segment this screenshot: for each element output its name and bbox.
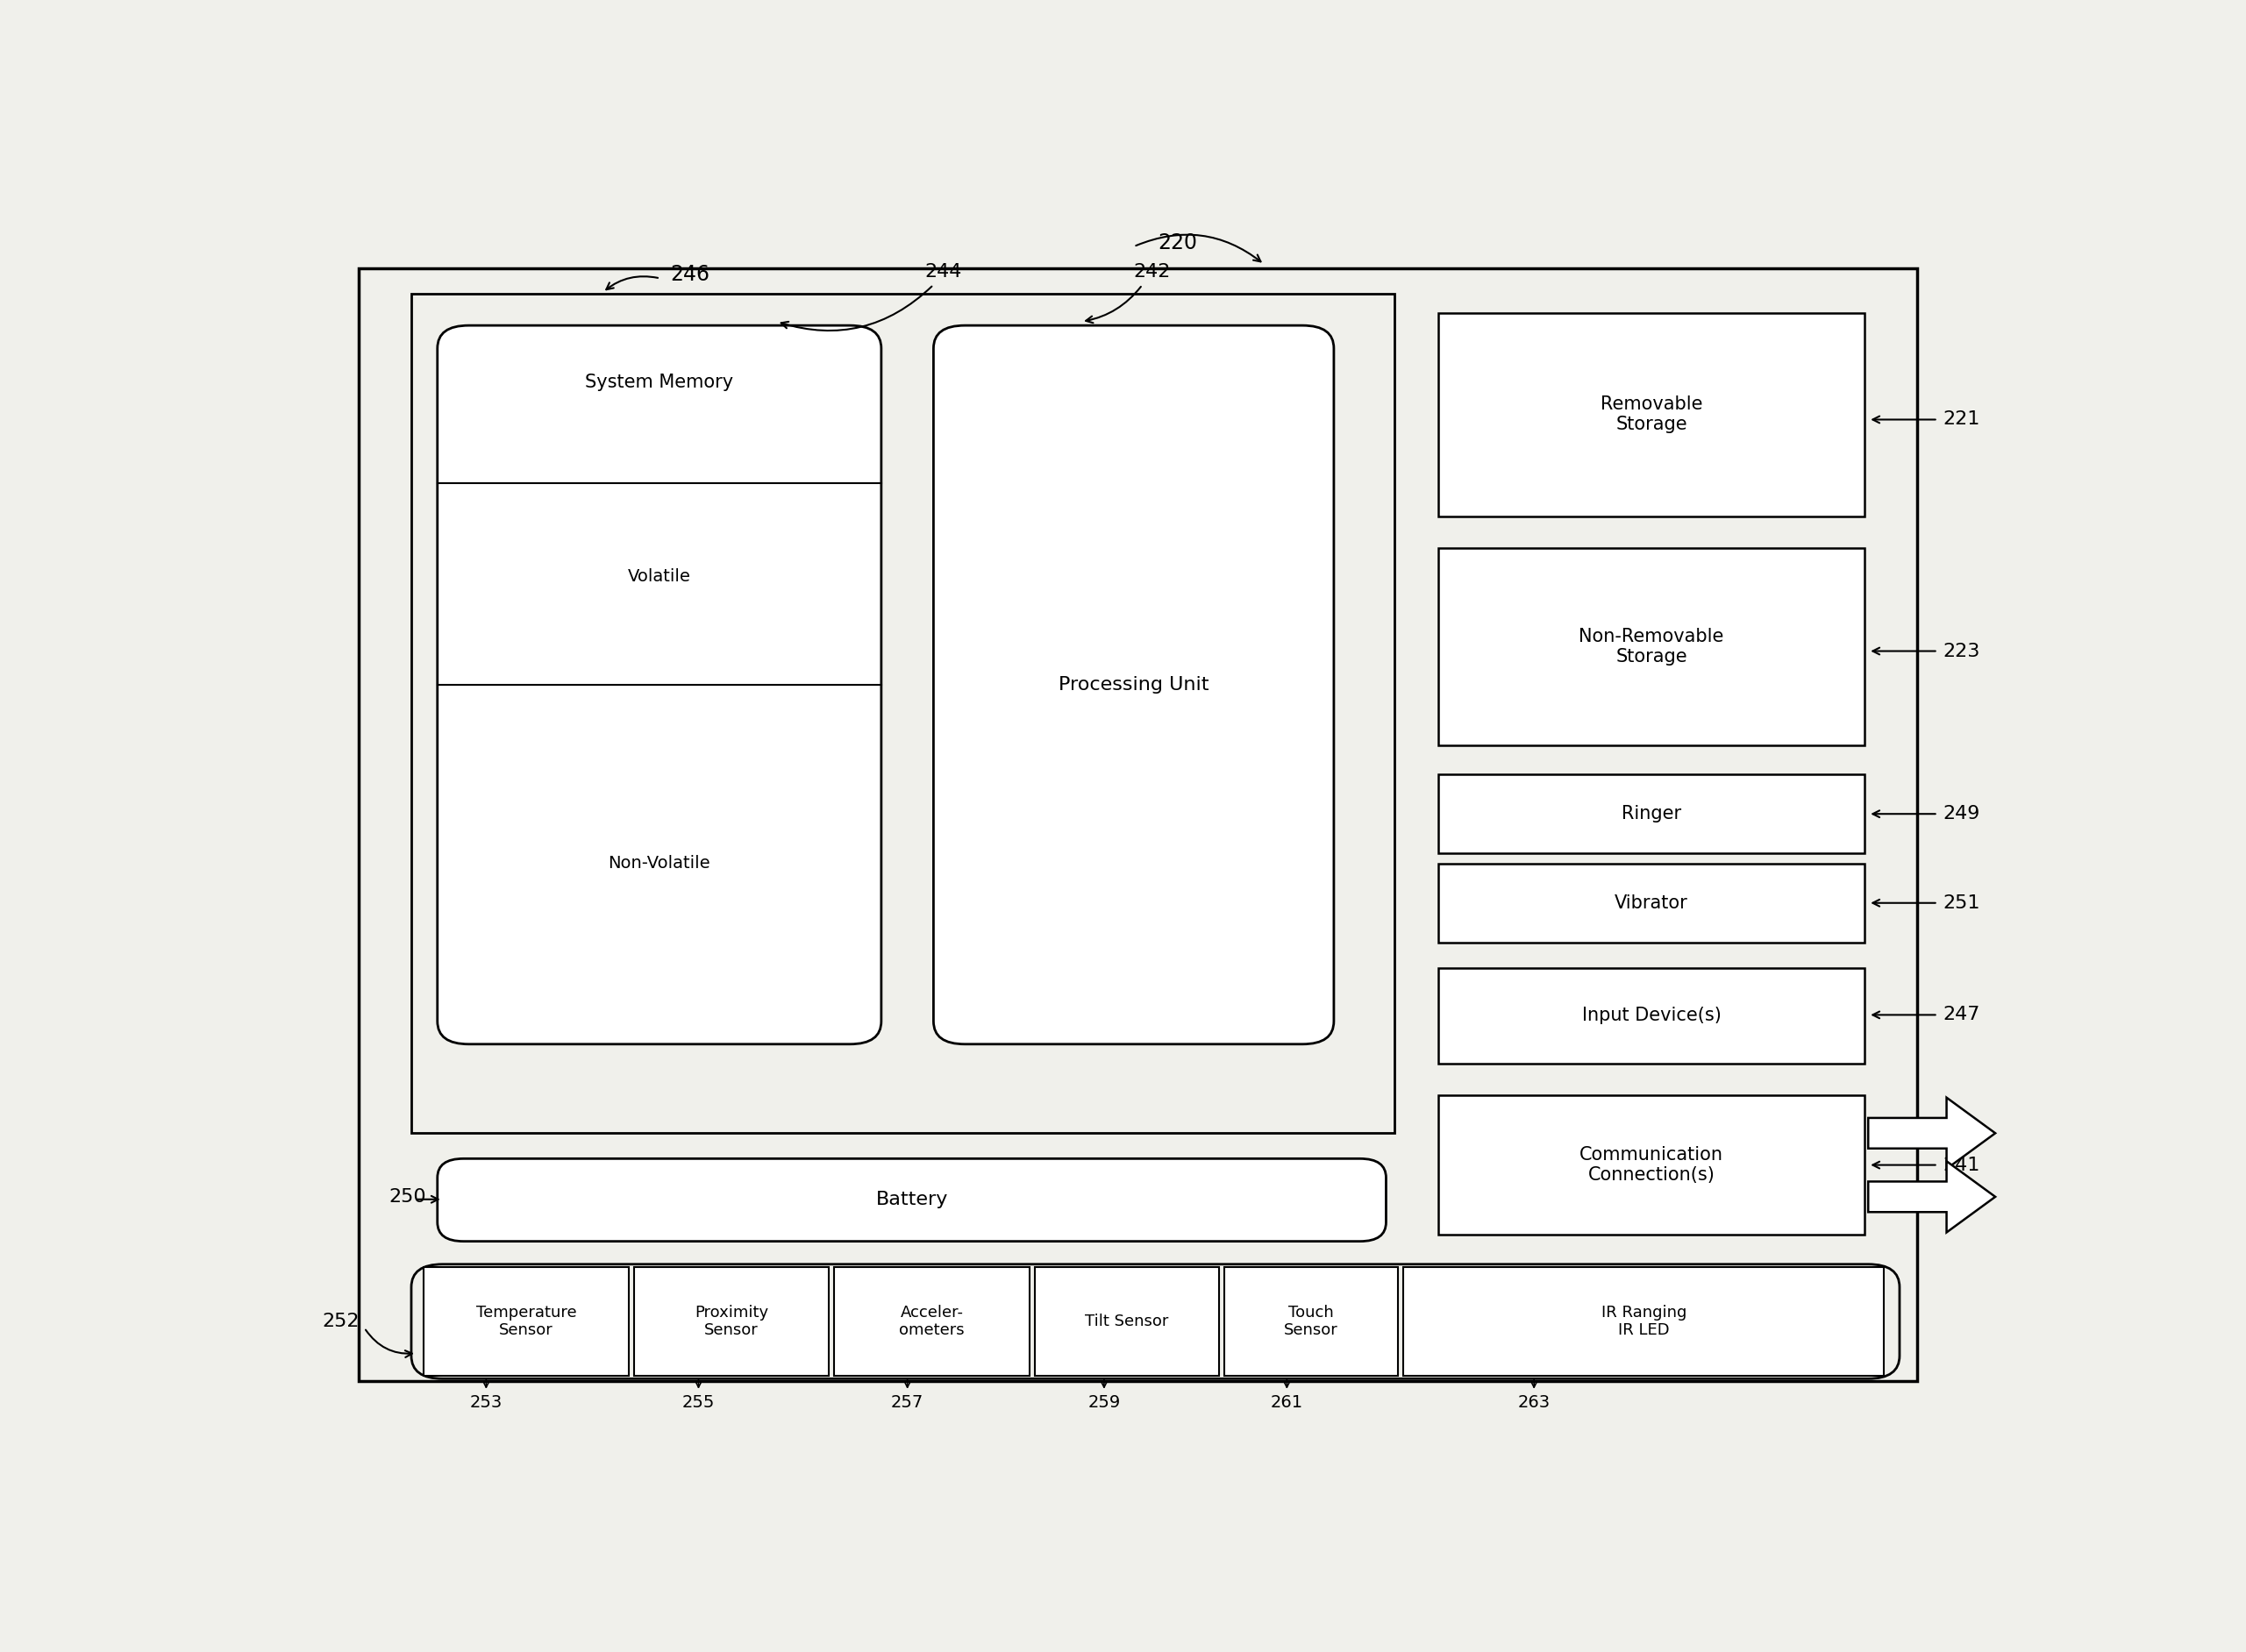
Text: Proximity
Sensor: Proximity Sensor [694, 1305, 768, 1338]
Text: Non-Volatile: Non-Volatile [609, 856, 710, 872]
Text: 247: 247 [1943, 1006, 1981, 1024]
Text: Tilt Sensor: Tilt Sensor [1085, 1313, 1168, 1330]
Text: 220: 220 [1157, 233, 1197, 253]
Bar [1437, 548, 1864, 745]
Text: Communication
Connection(s): Communication Connection(s) [1579, 1146, 1723, 1184]
Text: System Memory: System Memory [586, 373, 734, 392]
Polygon shape [1869, 1161, 1994, 1232]
FancyBboxPatch shape [934, 325, 1334, 1044]
Text: 250: 250 [389, 1188, 427, 1206]
Text: Volatile: Volatile [629, 568, 692, 585]
Text: Temperature
Sensor: Temperature Sensor [476, 1305, 577, 1338]
FancyBboxPatch shape [438, 1158, 1386, 1241]
Bar [1437, 312, 1864, 515]
Bar [1437, 1095, 1864, 1236]
Bar [1437, 864, 1864, 942]
Text: Non-Removable
Storage: Non-Removable Storage [1579, 628, 1725, 666]
Bar [633, 1267, 829, 1376]
Text: 221: 221 [1943, 411, 1981, 428]
Text: Processing Unit: Processing Unit [1058, 676, 1208, 694]
Text: 255: 255 [683, 1394, 714, 1411]
Polygon shape [1869, 1097, 1994, 1170]
Text: Removable
Storage: Removable Storage [1601, 395, 1702, 433]
Bar [1437, 775, 1864, 854]
Text: Vibrator: Vibrator [1615, 894, 1689, 912]
Bar [359, 268, 1918, 1381]
Text: 263: 263 [1518, 1394, 1550, 1411]
Text: 253: 253 [469, 1394, 503, 1411]
Text: Ringer: Ringer [1622, 805, 1682, 823]
Text: 246: 246 [669, 264, 710, 286]
Bar [411, 294, 1395, 1133]
Text: 241: 241 [1943, 1156, 1981, 1175]
Text: IR Ranging
IR LED: IR Ranging IR LED [1601, 1305, 1687, 1338]
FancyBboxPatch shape [438, 325, 880, 1044]
Text: Battery: Battery [876, 1191, 948, 1209]
Bar [1404, 1267, 1884, 1376]
Text: 261: 261 [1271, 1394, 1303, 1411]
Text: Input Device(s): Input Device(s) [1581, 1006, 1720, 1024]
Text: 244: 244 [925, 263, 961, 281]
Bar [1224, 1267, 1399, 1376]
Text: 257: 257 [892, 1394, 923, 1411]
FancyBboxPatch shape [411, 1264, 1900, 1379]
Text: 259: 259 [1087, 1394, 1121, 1411]
Bar [424, 1267, 629, 1376]
Bar [833, 1267, 1029, 1376]
Text: 242: 242 [1134, 263, 1170, 281]
Bar [1437, 968, 1864, 1064]
Text: Touch
Sensor: Touch Sensor [1285, 1305, 1339, 1338]
Text: 249: 249 [1943, 805, 1981, 823]
Text: 252: 252 [321, 1313, 359, 1330]
Bar [1035, 1267, 1220, 1376]
Text: Acceler-
ometers: Acceler- ometers [898, 1305, 964, 1338]
Text: 251: 251 [1943, 894, 1981, 912]
Text: 223: 223 [1943, 643, 1981, 659]
